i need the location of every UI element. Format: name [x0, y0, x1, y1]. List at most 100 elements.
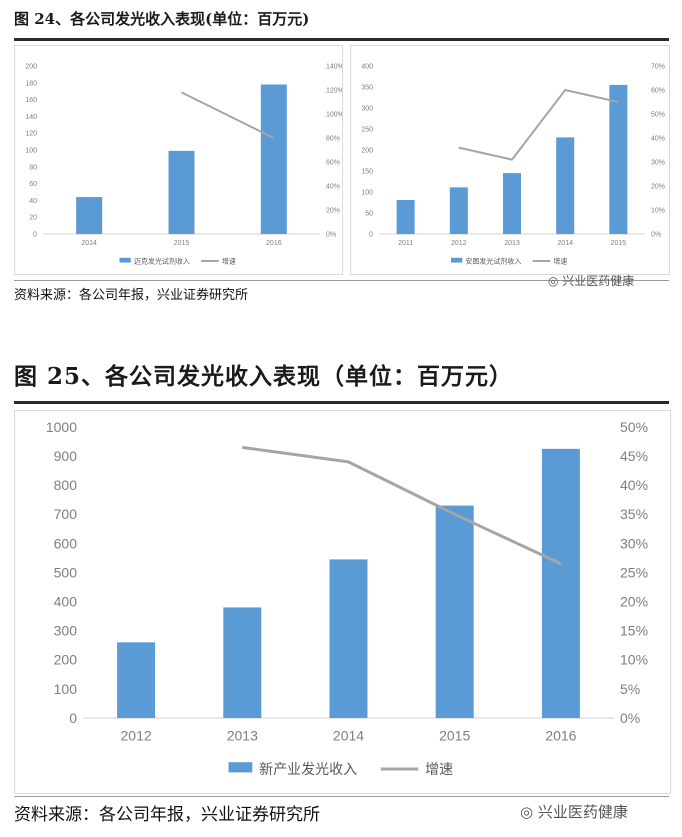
- bar: [329, 559, 368, 718]
- source-note: 资料来源：各公司年报，兴业证券研究所: [14, 288, 249, 303]
- y-tick-label: 0: [369, 231, 373, 238]
- growth-line: [242, 445, 562, 566]
- x-tick-label: 2016: [545, 727, 576, 743]
- legend-label-line: 增速: [425, 761, 453, 777]
- bar: [396, 199, 415, 234]
- y-tick-label: 400: [361, 63, 373, 70]
- y2-tick-label: 60%: [651, 87, 665, 94]
- source-divider: [14, 796, 669, 797]
- watermark: ◎ 兴业医药健康: [548, 272, 634, 289]
- legend-label-bar: 迈克发光试剂收入: [134, 256, 190, 265]
- y-tick-label: 150: [361, 168, 373, 175]
- x-tick-label: 2012: [121, 727, 152, 743]
- y-tick-label: 180: [25, 80, 37, 87]
- chart-panel-antu: 0 50 100 150 200 250 300 350 400 0% 10% 20% 30% 40% 50…: [350, 45, 670, 275]
- y2-tick-label: 50%: [620, 419, 648, 435]
- bar: [541, 448, 580, 718]
- y-tick-label: 300: [54, 623, 78, 639]
- y2-tick-label: 45%: [620, 448, 648, 464]
- y2-tick-label: 20%: [651, 183, 665, 190]
- y-tick-label: 100: [54, 681, 78, 697]
- y2-tick-label: 5%: [620, 681, 640, 697]
- legend-label-line: 增速: [553, 256, 567, 265]
- x-tick-label: 2015: [439, 727, 470, 743]
- y-tick-label: 200: [25, 63, 37, 70]
- bar: [503, 173, 521, 234]
- y-tick-label: 200: [361, 147, 373, 154]
- y-tick-label: 50: [365, 210, 373, 217]
- legend-swatch-bar: [228, 762, 253, 773]
- y2-tick-label: 0%: [651, 231, 661, 238]
- x-tick-label: 2015: [611, 240, 627, 247]
- source-note: 资料来源：各公司年报，兴业证券研究所: [14, 805, 320, 825]
- y2-tick-label: 10%: [651, 207, 665, 214]
- y-tick-label: 700: [54, 506, 78, 522]
- wechat-icon: ◎: [520, 803, 538, 821]
- y-tick-label: 0: [69, 710, 77, 726]
- y2-tick-label: 30%: [620, 535, 648, 551]
- growth-line: [181, 91, 275, 139]
- y2-tick-label: 70%: [651, 63, 665, 70]
- source-divider: [14, 280, 669, 281]
- y2-tick-label: 40%: [620, 477, 648, 493]
- y-tick-label: 120: [25, 131, 37, 138]
- y-tick-label: 60: [29, 181, 37, 188]
- growth-line: [458, 89, 619, 161]
- y2-tick-label: 20%: [620, 594, 648, 610]
- y2-tick-label: 0%: [620, 710, 640, 726]
- legend-label-line: 增速: [222, 256, 236, 265]
- legend-label-bar: 新产业发光收入: [259, 761, 357, 777]
- x-tick-label: 2013: [504, 240, 520, 247]
- y-tick-label: 0: [33, 231, 37, 238]
- bar: [117, 642, 156, 718]
- x-tick-label: 2014: [557, 240, 573, 247]
- y-tick-label: 350: [361, 84, 373, 91]
- y2-tick-label: 50%: [651, 111, 665, 118]
- y-tick-label: 600: [54, 535, 78, 551]
- y2-tick-label: 15%: [620, 623, 648, 639]
- y2-tick-label: 100%: [326, 111, 342, 118]
- y-tick-label: 1000: [46, 419, 77, 435]
- x-tick-label: 2013: [227, 727, 258, 743]
- y2-tick-label: 0%: [326, 231, 336, 238]
- watermark: ◎ 兴业医药健康: [520, 801, 628, 822]
- x-tick-label: 2011: [398, 240, 413, 247]
- bar-line-chart-xinchanye: 0 100 200 300 400 500 600 700 800 900 1000 0% 5% 10% 1…: [46, 419, 648, 777]
- y-tick-label: 20: [29, 215, 37, 222]
- legend-swatch-bar: [119, 257, 131, 263]
- chart-panel-mike: 0 20 40 60 80 100 120 140 160 180 200 0% 20% 40% 60% 80…: [14, 45, 344, 275]
- y-tick-label: 500: [54, 564, 78, 580]
- y2-tick-label: 10%: [620, 652, 648, 668]
- y2-tick-label: 40%: [326, 183, 340, 190]
- y-tick-label: 800: [54, 477, 78, 493]
- bar: [260, 84, 287, 234]
- bar-line-chart-mike: 0 20 40 60 80 100 120 140 160 180 200 0% 20% 40% 60% 80…: [25, 63, 344, 265]
- y-tick-label: 100: [25, 147, 37, 154]
- x-tick-label: 2012: [451, 240, 467, 247]
- wechat-icon: ◎: [548, 274, 563, 288]
- y-tick-label: 900: [54, 448, 78, 464]
- y-tick-label: 300: [361, 105, 373, 112]
- figure-25-title: 图 25、各公司发光收入表现（单位：百万元）: [14, 363, 514, 390]
- x-tick-label: 2014: [333, 727, 364, 743]
- y-tick-label: 100: [361, 189, 373, 196]
- legend-label-bar: 安图发光试剂收入: [465, 256, 521, 265]
- y2-tick-label: 25%: [620, 564, 648, 580]
- y-tick-label: 400: [54, 594, 78, 610]
- y-tick-label: 160: [25, 97, 37, 104]
- bar-line-chart-antu: 0 50 100 150 200 250 300 350 400 0% 10% 20% 30% 40% 50…: [361, 63, 665, 265]
- bar: [76, 197, 103, 234]
- figure-24-title: 图 24、各公司发光收入表现(单位：百万元): [14, 10, 310, 28]
- y-tick-label: 200: [54, 652, 78, 668]
- title-rule: [14, 401, 669, 404]
- y2-tick-label: 20%: [326, 207, 340, 214]
- watermark-text: 兴业医药健康: [537, 803, 628, 821]
- y2-tick-label: 30%: [651, 159, 665, 166]
- y2-tick-label: 120%: [326, 87, 342, 94]
- x-tick-label: 2016: [266, 240, 282, 247]
- bar: [609, 84, 628, 235]
- bar: [168, 150, 195, 234]
- y-tick-label: 250: [361, 126, 373, 133]
- x-tick-label: 2015: [174, 240, 190, 247]
- watermark-text: 兴业医药健康: [562, 274, 635, 288]
